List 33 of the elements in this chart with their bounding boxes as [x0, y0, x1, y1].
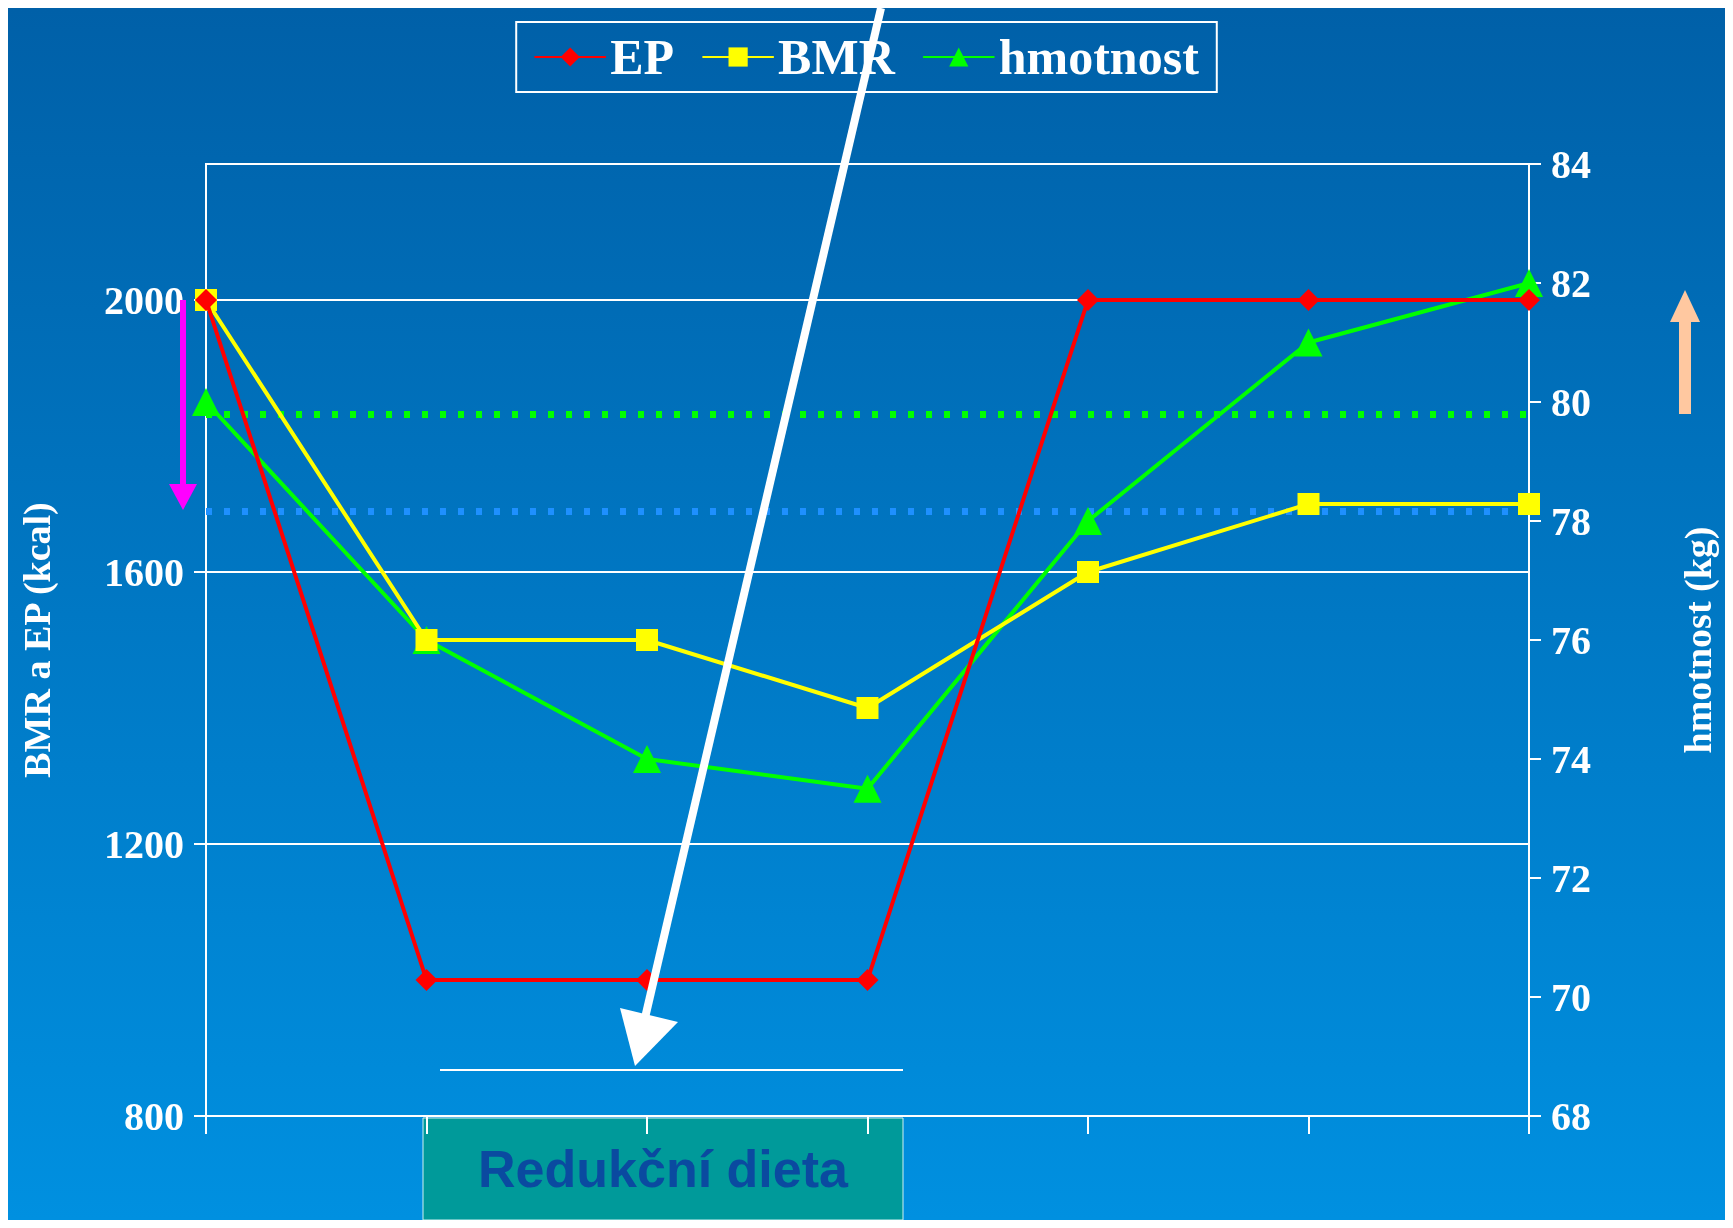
point [633, 745, 661, 773]
point [1297, 493, 1320, 515]
point [1077, 289, 1099, 311]
y2-tick-label: 68 [1551, 1093, 1591, 1139]
y-tick-label: 1200 [104, 821, 184, 867]
point [1518, 289, 1540, 311]
point [1294, 328, 1323, 357]
y2-tick-label: 82 [1551, 260, 1591, 306]
point [1297, 289, 1320, 311]
y2-tick-label: 76 [1551, 617, 1591, 663]
point [1077, 561, 1099, 583]
point [636, 629, 658, 651]
y2-tick-label: 74 [1551, 736, 1591, 782]
y2-tick-label: 80 [1551, 379, 1591, 425]
point [415, 969, 438, 991]
text: Redukční dieta [478, 1140, 850, 1198]
y-tick-label: 800 [124, 1093, 184, 1139]
y2-tick-label: 84 [1551, 141, 1591, 187]
y-tick-label: 1600 [104, 549, 184, 595]
legend-label: hmotnost [998, 29, 1200, 85]
point [192, 388, 220, 416]
point [856, 697, 879, 719]
y-tick-label: 2000 [104, 277, 184, 323]
y2-tick-label: 70 [1551, 974, 1591, 1020]
point [856, 969, 879, 991]
y2-tick-label: 72 [1551, 855, 1591, 901]
point [1074, 507, 1102, 535]
legend-label: EP [610, 29, 675, 85]
point [853, 774, 882, 803]
y-axis-title: BMR a EP (kcal) [16, 502, 59, 778]
y2-axis-title: hmotnost (kg) [1677, 526, 1720, 754]
point [1518, 493, 1540, 515]
y2-tick-label: 78 [1551, 498, 1591, 544]
